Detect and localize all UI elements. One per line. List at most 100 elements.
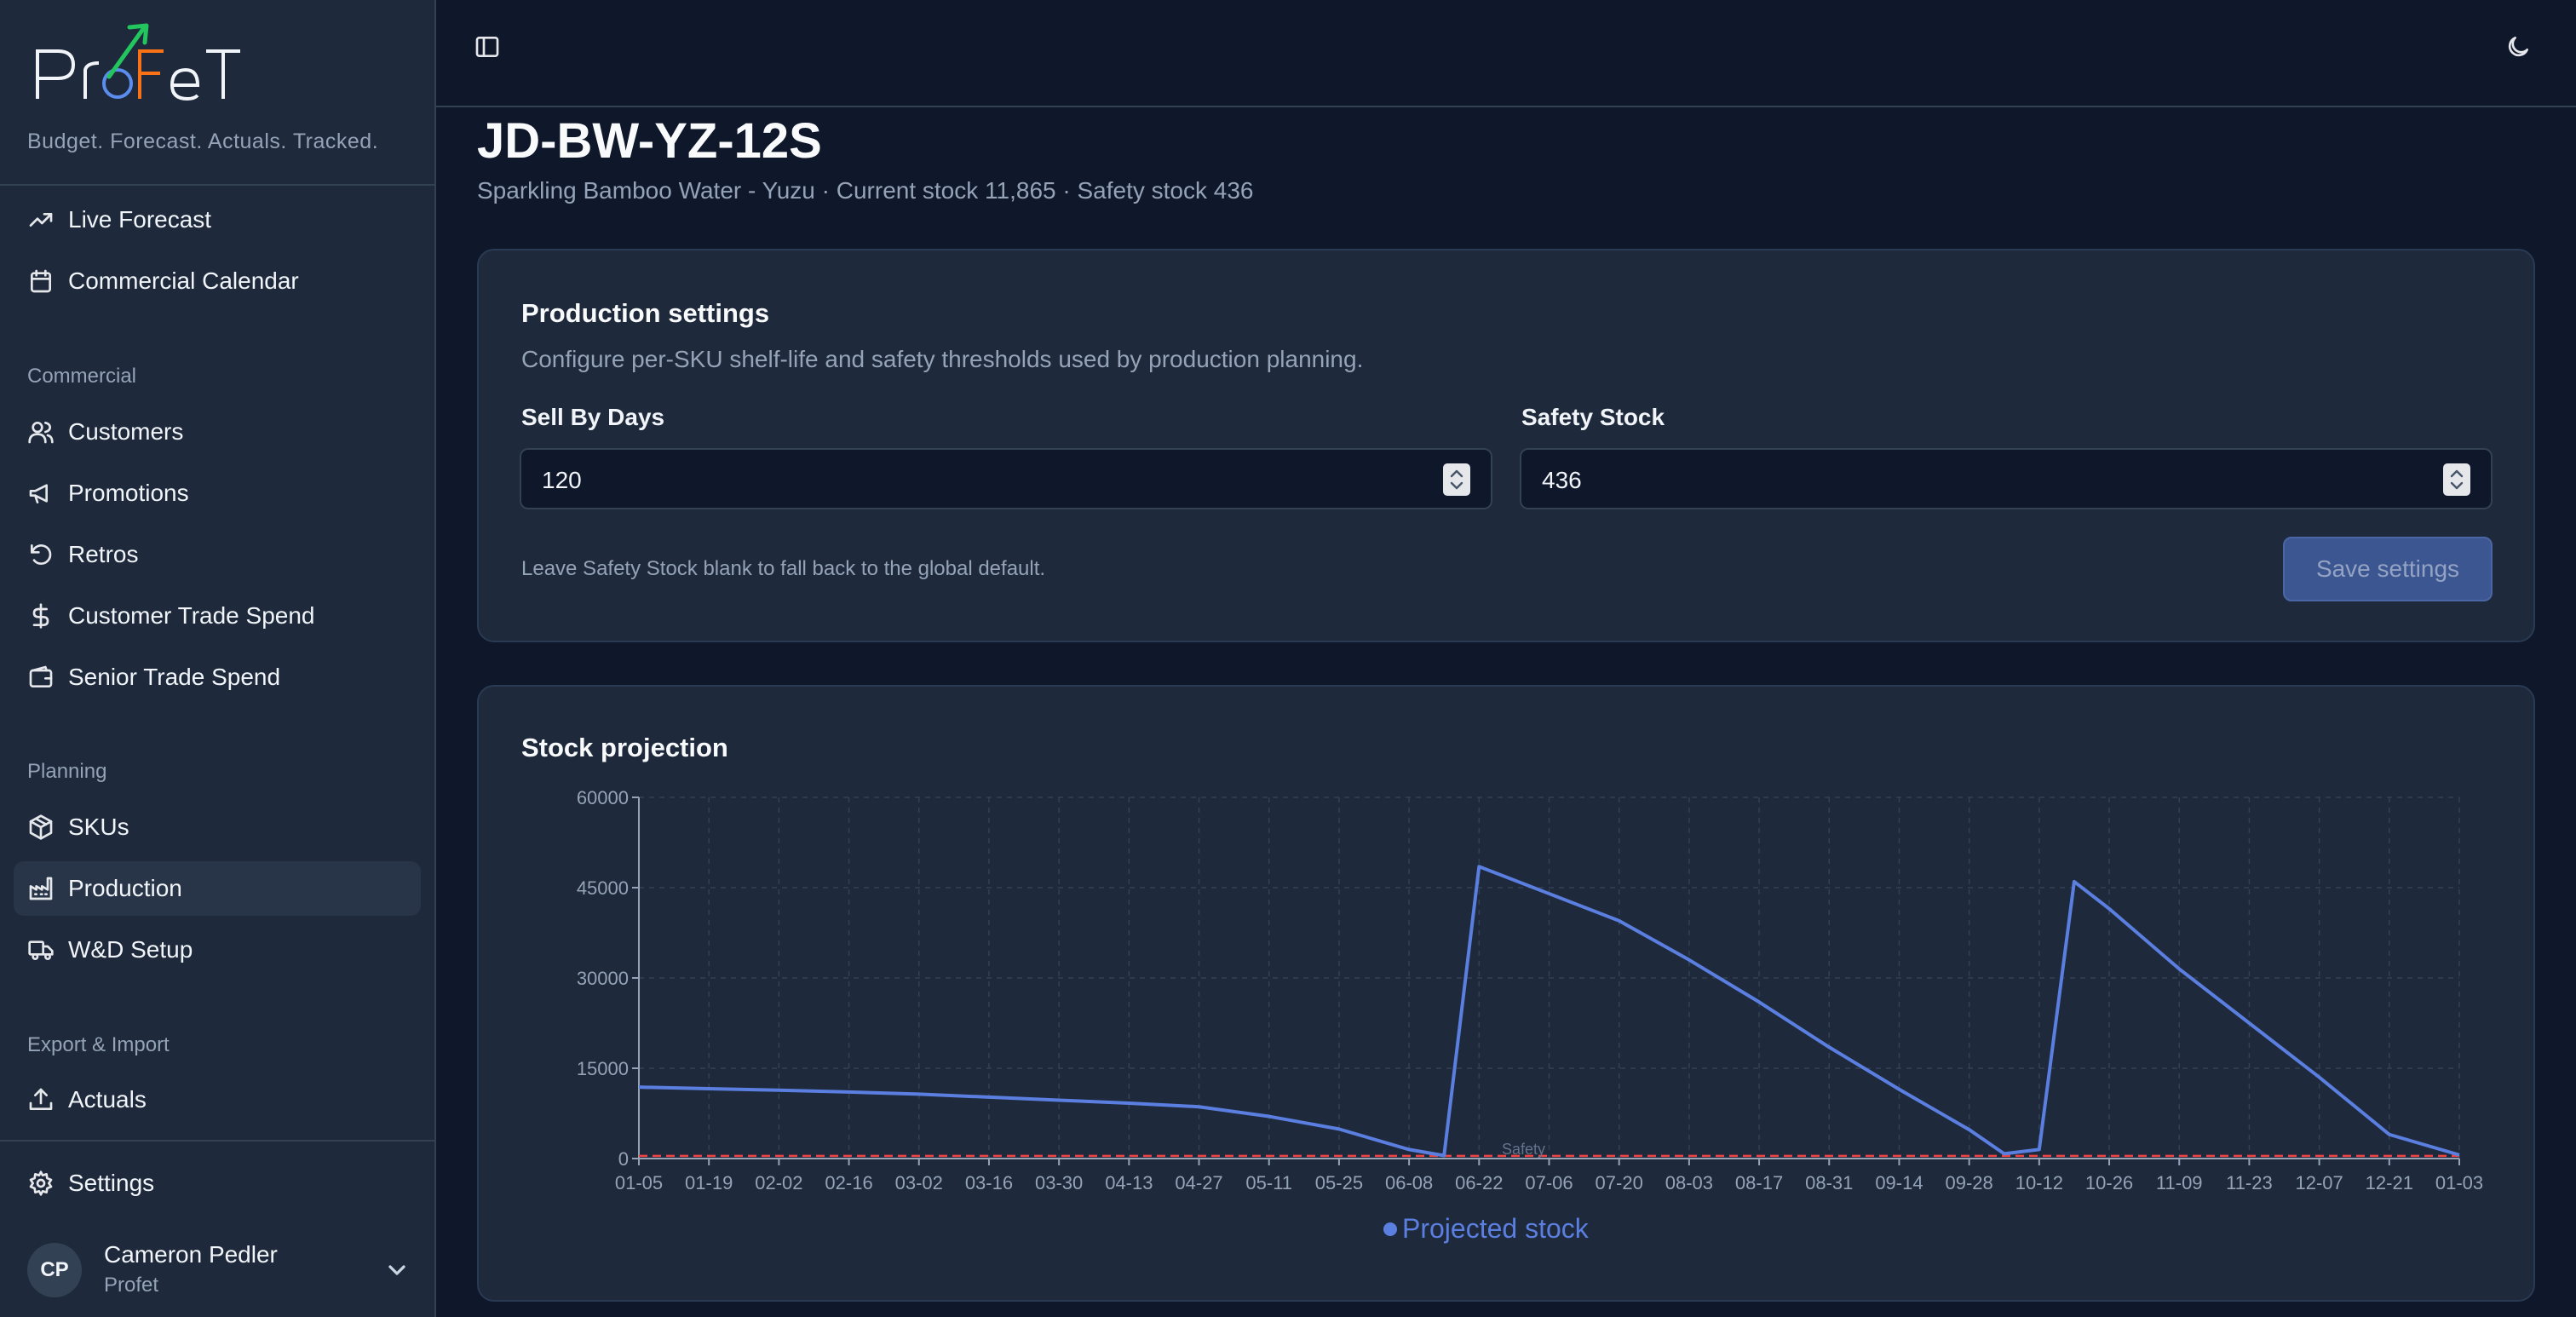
user-name: Cameron Pedler (104, 1241, 278, 1268)
x-tick-label: 12-07 (2295, 1172, 2343, 1193)
stepper-icon[interactable] (2443, 463, 2470, 496)
chart-legend[interactable]: Projected stock (1383, 1213, 1589, 1245)
card-description: Configure per-SKU shelf-life and safety … (521, 346, 1364, 372)
sidebar-item-label: Retros (68, 541, 139, 567)
upload-icon (27, 1086, 55, 1113)
sell-by-days-value: 120 (542, 467, 582, 493)
x-tick-label: 06-22 (1455, 1172, 1503, 1193)
y-tick-label: 45000 (577, 877, 629, 899)
x-tick-label: 06-08 (1385, 1172, 1433, 1193)
sidebar-item-customer-trade-spend[interactable]: Customer Trade Spend (14, 589, 421, 643)
sidebar-item-label: Customer Trade Spend (68, 602, 315, 629)
group-label-commercial: Commercial (27, 365, 137, 388)
toggle-sidebar-button[interactable] (467, 28, 508, 69)
safety-stock-label: Safety Stock (1521, 404, 1665, 430)
x-tick-label: 07-06 (1525, 1172, 1573, 1193)
legend-label: Projected stock (1402, 1213, 1589, 1244)
card-title: Stock projection (521, 733, 728, 762)
sidebar-item-label: Settings (68, 1170, 155, 1196)
moon-icon (2504, 33, 2532, 65)
y-tick-label: 0 (618, 1148, 629, 1170)
truck-icon (27, 936, 55, 963)
safety-stock-hint: Leave Safety Stock blank to fall back to… (521, 557, 1046, 580)
legend-swatch (1383, 1222, 1397, 1236)
series-line-projected-stock (638, 865, 2460, 1158)
topbar (436, 0, 2576, 107)
sidebar-item-retros[interactable]: Retros (14, 527, 421, 582)
stock-projection-card: Stock projection 0 15000 30000 45000 60000 01… (477, 685, 2535, 1302)
page-subtitle: Sparkling Bamboo Water - Yuzu · Current … (477, 177, 1254, 204)
sidebar-item-settings[interactable]: Settings (14, 1156, 421, 1211)
y-tick-label: 15000 (577, 1058, 629, 1079)
sidebar-item-production[interactable]: Production (14, 861, 421, 916)
sidebar-item-actuals[interactable]: Actuals (14, 1073, 421, 1127)
save-settings-button[interactable]: Save settings (2283, 537, 2493, 601)
x-tick-label: 12-21 (2366, 1172, 2413, 1193)
brand: Budget. Forecast. Actuals. Tracked. (27, 17, 419, 162)
sidebar-item-label: Promotions (68, 480, 189, 506)
sidebar-item-label: W&D Setup (68, 936, 193, 963)
safety-label: Safety (1502, 1141, 1545, 1158)
y-tick-label: 30000 (577, 968, 629, 989)
y-tick-label: 60000 (577, 787, 629, 808)
group-label-planning: Planning (27, 760, 107, 783)
sidebar: Budget. Forecast. Actuals. Tracked. Live… (0, 0, 436, 1317)
x-tick-label: 08-17 (1735, 1172, 1783, 1193)
package-icon (27, 814, 55, 841)
group-label-export-import: Export & Import (27, 1033, 170, 1056)
x-tick-label: 02-02 (755, 1172, 802, 1193)
users-icon (27, 418, 55, 446)
stock-projection-chart: 0 15000 30000 45000 60000 01-05 01-19 02-02 02-1… (577, 787, 2483, 1193)
factory-icon (27, 875, 55, 902)
sidebar-item-label: SKUs (68, 814, 129, 840)
profet-logo (36, 23, 240, 101)
calendar-icon (27, 267, 55, 295)
megaphone-icon (27, 480, 55, 507)
sidebar-item-senior-trade-spend[interactable]: Senior Trade Spend (14, 650, 421, 705)
sidebar-item-commercial-calendar[interactable]: Commercial Calendar (14, 254, 421, 308)
sidebar-item-skus[interactable]: SKUs (14, 800, 421, 854)
panel-left-icon (474, 33, 501, 65)
x-tick-label: 11-09 (2156, 1172, 2203, 1193)
stepper-icon[interactable] (1443, 463, 1470, 496)
safety-stock-input[interactable]: 436 (1520, 448, 2493, 509)
avatar: CP (27, 1243, 82, 1297)
x-tick-label: 01-03 (2435, 1172, 2483, 1193)
x-tick-label: 08-03 (1665, 1172, 1713, 1193)
sidebar-item-label: Live Forecast (68, 206, 212, 233)
sidebar-divider (0, 184, 434, 186)
user-menu[interactable]: CP Cameron Pedler Profet (27, 1239, 411, 1301)
card-title: Production settings (521, 298, 770, 328)
sidebar-divider (0, 1140, 434, 1142)
sidebar-item-label: Production (68, 875, 182, 901)
sidebar-item-customers[interactable]: Customers (14, 405, 421, 459)
x-tick-label: 02-16 (825, 1172, 872, 1193)
sidebar-item-promotions[interactable]: Promotions (14, 466, 421, 520)
x-tick-label: 08-31 (1805, 1172, 1853, 1193)
x-tick-label: 01-19 (685, 1172, 733, 1193)
theme-toggle-button[interactable] (2498, 28, 2539, 69)
sidebar-item-label: Commercial Calendar (68, 267, 299, 294)
sidebar-item-label: Customers (68, 418, 184, 445)
sell-by-days-input[interactable]: 120 (520, 448, 1492, 509)
sell-by-days-label: Sell By Days (521, 404, 665, 430)
production-settings-card: Production settings Configure per-SKU sh… (477, 249, 2535, 642)
user-org: Profet (104, 1274, 159, 1297)
x-tick-label: 07-20 (1596, 1172, 1643, 1193)
x-tick-label: 03-02 (895, 1172, 943, 1193)
x-tick-label: 05-11 (1245, 1172, 1292, 1193)
sidebar-item-live-forecast[interactable]: Live Forecast (14, 193, 421, 247)
wallet-icon (27, 664, 55, 691)
sidebar-item-wd-setup[interactable]: W&D Setup (14, 923, 421, 977)
sidebar-item-label: Senior Trade Spend (68, 664, 281, 690)
chevron-down-icon[interactable] (383, 1257, 411, 1284)
x-tick-label: 03-30 (1035, 1172, 1083, 1193)
trending-up-icon (27, 206, 55, 233)
x-tick-label: 01-05 (615, 1172, 663, 1193)
x-tick-label: 09-28 (1946, 1172, 1993, 1193)
dollar-sign-icon (27, 602, 55, 630)
page-title: JD-BW-YZ-12S (477, 113, 822, 169)
x-tick-label: 11-23 (2226, 1172, 2273, 1193)
x-tick-label: 09-14 (1875, 1172, 1923, 1193)
rotate-ccw-icon (27, 541, 55, 568)
